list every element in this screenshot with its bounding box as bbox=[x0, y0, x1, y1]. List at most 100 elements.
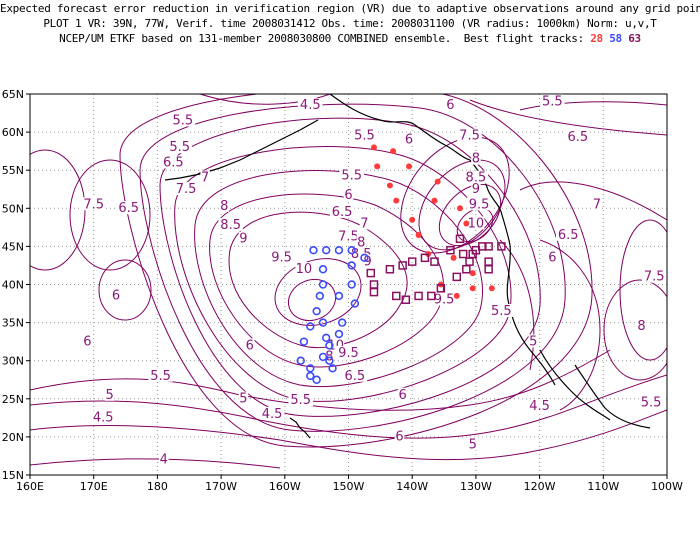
track-3-point bbox=[484, 257, 493, 266]
contour-label: 6 bbox=[246, 338, 254, 353]
track-3-point bbox=[366, 268, 376, 278]
contour-label-bg bbox=[104, 387, 115, 401]
contour-label-bg bbox=[636, 319, 647, 333]
track-1-point bbox=[463, 220, 470, 227]
contour-4-5 bbox=[30, 409, 667, 461]
track-1-point bbox=[469, 285, 476, 292]
alaska-coast bbox=[329, 94, 471, 161]
contour-label-bg bbox=[404, 132, 414, 146]
contour-label: 8 bbox=[637, 319, 645, 334]
contour-label-bg bbox=[467, 216, 485, 230]
contour-label-bg bbox=[547, 250, 558, 264]
contour-label-bg bbox=[592, 197, 602, 211]
track-3-point bbox=[484, 265, 493, 274]
track-2-point bbox=[328, 364, 337, 373]
track-2-point bbox=[312, 375, 321, 384]
contour-7 bbox=[159, 117, 541, 417]
track-1-legend: 28 bbox=[590, 32, 603, 45]
track-2-point bbox=[334, 246, 344, 255]
contour-label: 10 bbox=[296, 262, 313, 277]
y-tick-label: 15N bbox=[2, 469, 24, 482]
contour-9-coast bbox=[418, 159, 506, 251]
contour-label-bg bbox=[173, 182, 199, 196]
contour-label: 6.5 bbox=[567, 130, 588, 145]
axis-ticks: 160E 170E 180 170W 160W 150W 140W 130W 120W 110W 1… bbox=[2, 88, 683, 493]
contour-label-bg bbox=[238, 391, 249, 405]
track-3-point bbox=[468, 249, 477, 259]
contour-label: 5.5 bbox=[169, 140, 190, 155]
contour-label-bg bbox=[359, 216, 370, 230]
us-west-coast bbox=[506, 244, 556, 386]
track-3-legend: 63 bbox=[628, 32, 641, 45]
hawaii-coast bbox=[289, 417, 311, 439]
contour-4-5-north bbox=[199, 94, 331, 105]
contour-label: 5.5 bbox=[641, 395, 662, 410]
map-title-line-2: PLOT 1 VR: 39N, 77W, Verif. time 2008031… bbox=[43, 17, 657, 30]
contour-label-bg bbox=[556, 227, 581, 241]
contour-label-bg bbox=[159, 452, 169, 466]
track-1-point bbox=[374, 163, 381, 170]
track-3-point bbox=[436, 284, 446, 293]
track-1-point bbox=[488, 285, 495, 292]
contour-label: 6.5 bbox=[163, 155, 184, 170]
contour-label-bg bbox=[467, 437, 478, 451]
track-2-point bbox=[318, 318, 328, 327]
contour-7-5-east bbox=[619, 219, 667, 361]
track-2-point bbox=[309, 246, 318, 255]
track-3-point bbox=[465, 257, 474, 266]
contour-label-bg bbox=[288, 393, 313, 407]
track-3-point bbox=[427, 291, 436, 301]
contour-label-bg bbox=[352, 128, 377, 142]
contour-label-bg bbox=[638, 395, 664, 409]
track-2-point bbox=[318, 280, 328, 289]
track-3-point bbox=[407, 257, 417, 266]
track-3-point bbox=[446, 245, 455, 255]
y-tick-label: 20N bbox=[2, 431, 24, 444]
contour-label: 7.5 bbox=[338, 229, 359, 244]
y-tick-label: 40N bbox=[2, 279, 24, 292]
contour-label-bg bbox=[489, 303, 514, 317]
contour-label-bg bbox=[295, 262, 313, 276]
track-2-point bbox=[334, 291, 344, 301]
track-2-point bbox=[306, 371, 315, 381]
contour-9-5-coast bbox=[438, 183, 502, 247]
contour-label: 5.5 bbox=[150, 369, 171, 384]
x-tick-label: 160W bbox=[269, 480, 301, 493]
track-3-points bbox=[366, 234, 506, 304]
contour-label: 9.5 bbox=[469, 197, 490, 212]
track-2-point bbox=[312, 306, 321, 316]
contour-label-bg bbox=[148, 368, 173, 382]
track-3-point bbox=[430, 257, 439, 266]
contour-label-bg bbox=[471, 151, 481, 165]
track-2-point bbox=[318, 352, 328, 362]
contour-label-bg bbox=[362, 254, 373, 268]
contour-8 bbox=[194, 169, 483, 387]
contour-label: 5 bbox=[529, 334, 537, 349]
contour-label: 4 bbox=[160, 453, 168, 468]
contour-label: 7 bbox=[360, 216, 368, 231]
contour-label: 4.5 bbox=[300, 98, 321, 113]
contour-label-bg bbox=[339, 168, 364, 182]
track-3-point bbox=[455, 234, 465, 244]
track-2-point bbox=[325, 341, 334, 350]
contour-label-bg bbox=[161, 155, 186, 169]
track-1-point bbox=[434, 178, 441, 185]
track-3-point bbox=[392, 291, 401, 301]
track-2-point bbox=[325, 356, 334, 365]
contour-label: 5.5 bbox=[542, 94, 563, 109]
track-3-point bbox=[497, 242, 506, 251]
track-1-point bbox=[406, 163, 413, 170]
x-tick-label: 170W bbox=[205, 480, 237, 493]
track-3-point bbox=[385, 265, 395, 274]
track-1-point bbox=[469, 270, 476, 277]
mexico-coast bbox=[574, 364, 651, 429]
track-2-point bbox=[347, 246, 356, 255]
track-2-point bbox=[334, 329, 344, 339]
track-2-point bbox=[306, 364, 315, 373]
contour-label-bg bbox=[200, 170, 210, 184]
contour-label-bg bbox=[219, 198, 230, 212]
track-1-point bbox=[370, 144, 377, 151]
contour-label: 7 bbox=[201, 171, 209, 186]
contour-label-bg bbox=[457, 128, 482, 142]
